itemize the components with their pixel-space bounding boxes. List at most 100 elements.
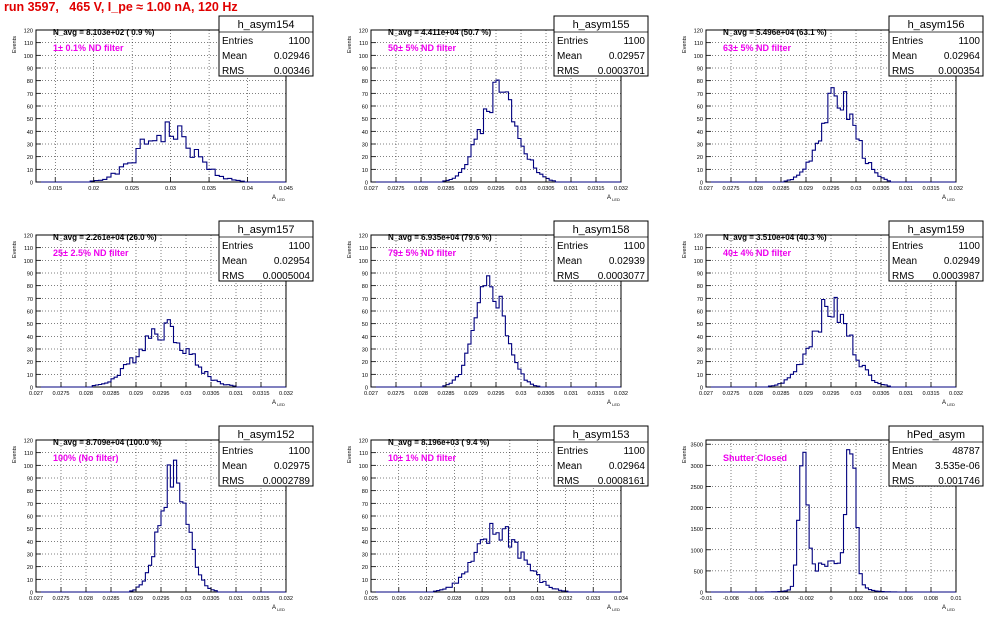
y-tick-label: 110: [359, 451, 368, 457]
stats-value: 0.0008161: [598, 476, 646, 487]
filter-label: 100% (No filter): [53, 453, 119, 463]
x-tick-label: 0.0295: [487, 186, 504, 192]
histogram-line: [371, 275, 621, 388]
y-tick-label: 110: [24, 41, 33, 47]
x-tick-label: -0.002: [798, 596, 814, 602]
y-tick-label: 1000: [691, 548, 703, 554]
stats-value: 0.0005004: [263, 271, 311, 282]
y-tick-label: 30: [27, 553, 33, 559]
x-axis-title: A LED: [607, 605, 620, 612]
x-tick-label: 0.027: [29, 391, 43, 397]
x-tick-label: 0.0275: [722, 186, 739, 192]
stats-key: RMS: [892, 66, 915, 77]
y-tick-label: 70: [362, 92, 368, 98]
y-tick-label: 10: [27, 168, 33, 174]
y-tick-label: 60: [362, 310, 368, 316]
y-tick-label: 100: [694, 259, 703, 265]
y-axis-title: Events: [682, 446, 688, 463]
y-tick-label: 0: [30, 181, 33, 187]
x-tick-label: 0.033: [586, 596, 600, 602]
y-tick-label: 80: [362, 489, 368, 495]
y-tick-label: 90: [27, 477, 33, 483]
x-tick-label: 0.0315: [922, 391, 939, 397]
y-tick-label: 0: [365, 591, 368, 597]
y-tick-label: 80: [697, 284, 703, 290]
x-tick-label: 0.0315: [587, 186, 604, 192]
x-tick-label: 0.028: [414, 391, 428, 397]
stats-value: 0.02957: [609, 51, 646, 62]
y-tick-label: 90: [362, 477, 368, 483]
y-tick-label: 50: [697, 322, 703, 328]
stats-value: 0.02964: [944, 51, 981, 62]
x-tick-label: 0.02: [88, 186, 99, 192]
y-tick-label: 90: [697, 272, 703, 278]
x-axis-title: A LED: [942, 400, 955, 407]
y-tick-label: 60: [697, 310, 703, 316]
stats-value: 0.02939: [609, 256, 646, 267]
x-tick-label: 0.029: [475, 596, 489, 602]
x-tick-label: 0.027: [364, 186, 378, 192]
x-tick-label: 0.03: [181, 391, 192, 397]
stats-key: Mean: [892, 51, 917, 62]
navg-label: N_avg = 4.411e+04 (50.7 %): [388, 28, 492, 37]
hist-name: h_asym155: [573, 19, 630, 31]
x-axis-title: A LED: [607, 400, 620, 407]
x-tick-label: 0.04: [242, 186, 253, 192]
y-tick-label: 80: [362, 79, 368, 85]
stats-key: Mean: [222, 256, 247, 267]
x-tick-label: 0.028: [749, 391, 763, 397]
x-tick-label: 0.029: [129, 596, 143, 602]
y-axis-title: Events: [12, 36, 18, 53]
y-tick-label: 60: [27, 105, 33, 111]
y-tick-label: 20: [362, 155, 368, 161]
x-axis-title: A LED: [942, 195, 955, 202]
y-tick-label: 10: [697, 168, 703, 174]
y-tick-label: 30: [697, 143, 703, 149]
histogram-panel-h_asym155: 0 10 20 30 40 50 60 70 80 90 100 110 120 0.027 0.0275 0…: [347, 15, 649, 202]
filter-label: 40± 4% ND filter: [723, 248, 791, 258]
x-tick-label: 0.004: [874, 596, 888, 602]
x-axis-title: A LED: [272, 195, 285, 202]
y-tick-label: 70: [697, 92, 703, 98]
y-tick-label: 3500: [691, 443, 703, 449]
y-tick-label: 100: [24, 464, 33, 470]
x-tick-label: 0.0315: [922, 186, 939, 192]
stats-value: 1100: [623, 241, 645, 252]
hist-name: hPed_asym: [907, 429, 965, 441]
y-tick-label: 40: [362, 335, 368, 341]
x-tick-label: 0.032: [949, 391, 963, 397]
x-tick-label: 0.002: [849, 596, 863, 602]
y-tick-label: 70: [697, 297, 703, 303]
x-tick-label: 0.03: [181, 596, 192, 602]
stats-value: 0.02975: [274, 461, 311, 472]
stats-key: RMS: [222, 271, 245, 282]
filter-label: 63± 5% ND filter: [723, 43, 791, 53]
y-tick-label: 110: [359, 246, 368, 252]
x-tick-label: 0.028: [414, 186, 428, 192]
x-tick-label: 0.0285: [772, 391, 789, 397]
x-tick-label: 0.029: [464, 391, 478, 397]
x-tick-label: 0.0275: [722, 391, 739, 397]
hist-name: h_asym159: [908, 224, 965, 236]
stats-box: [218, 220, 314, 282]
x-tick-label: 0.032: [279, 391, 293, 397]
y-tick-label: 10: [697, 373, 703, 379]
stats-value: 0.0002789: [263, 476, 311, 487]
x-tick-label: 0.029: [464, 186, 478, 192]
stats-key: Entries: [892, 241, 923, 252]
y-tick-label: 80: [697, 79, 703, 85]
y-tick-label: 50: [362, 322, 368, 328]
y-tick-label: 100: [359, 54, 368, 60]
x-tick-label: 0.01: [951, 596, 962, 602]
y-tick-label: 80: [27, 489, 33, 495]
x-axis-title: A LED: [272, 400, 285, 407]
x-tick-label: 0.0305: [872, 186, 889, 192]
x-tick-label: 0.031: [564, 391, 578, 397]
stats-value: 1100: [623, 36, 645, 47]
x-tick-label: 0.034: [614, 596, 628, 602]
x-tick-label: 0.0295: [822, 391, 839, 397]
histogram-panel-h_asym153: 0 10 20 30 40 50 60 70 80 90 100 110 120 0.025 0.026 0.…: [347, 425, 649, 612]
y-tick-label: 10: [362, 168, 368, 174]
stats-value: 1100: [288, 36, 310, 47]
